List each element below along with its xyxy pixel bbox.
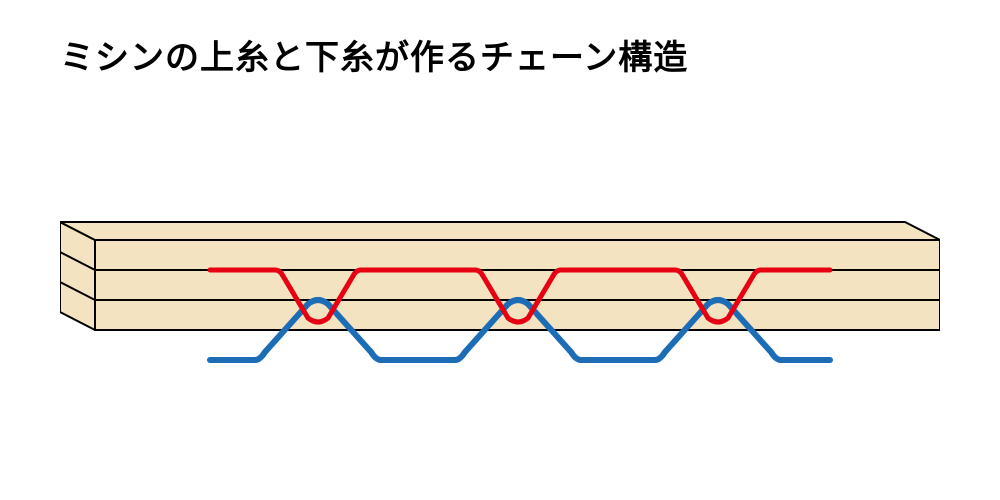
stitch-diagram bbox=[60, 200, 940, 420]
page-title: ミシンの上糸と下糸が作るチェーン構造 bbox=[60, 30, 688, 79]
fabric-layer-3 bbox=[95, 300, 940, 330]
fabric-top-face bbox=[60, 222, 940, 240]
fabric-layer-1 bbox=[95, 240, 940, 270]
fabric-layer-2 bbox=[95, 270, 940, 300]
